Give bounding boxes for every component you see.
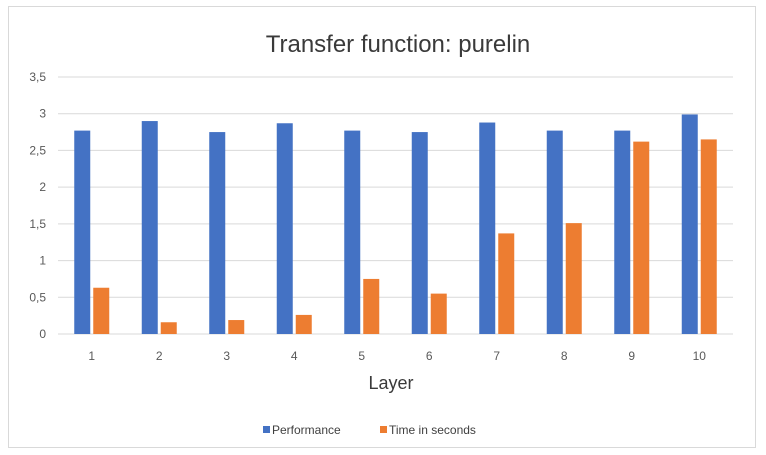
bar-time-in-seconds: [700, 139, 717, 334]
chart-title: Transfer function: purelin: [266, 31, 531, 58]
bars: [74, 114, 717, 334]
x-tick-label: 3: [223, 349, 230, 363]
bar-time-in-seconds: [565, 223, 582, 334]
legend-swatch-performance: [263, 426, 270, 433]
legend: Performance Time in seconds: [263, 423, 476, 437]
bar-performance: [209, 132, 226, 334]
chart-frame: [8, 6, 756, 448]
gridlines: [58, 76, 733, 335]
x-tick-label: 2: [156, 349, 163, 363]
y-tick-label: 1: [39, 254, 46, 268]
bar-time-in-seconds: [93, 287, 110, 334]
bar-time-in-seconds: [363, 278, 380, 334]
x-tick-label: 9: [628, 349, 635, 363]
legend-label-performance: Performance: [272, 423, 341, 437]
bar-time-in-seconds: [633, 141, 650, 334]
bar-performance: [681, 114, 698, 334]
y-tick-label: 0,5: [29, 290, 46, 304]
bar-performance: [411, 132, 428, 334]
bar-performance: [614, 130, 631, 334]
x-tick-label: 5: [358, 349, 365, 363]
bar-time-in-seconds: [498, 233, 515, 334]
x-tick-label: 7: [493, 349, 500, 363]
legend-label-time-in-seconds: Time in seconds: [389, 423, 476, 437]
y-tick-label: 3,5: [29, 70, 46, 84]
y-tick-label: 0: [39, 327, 46, 341]
x-axis-label: Layer: [368, 373, 413, 393]
x-tick-label: 10: [693, 349, 707, 363]
y-tick-label: 1,5: [29, 217, 46, 231]
bar-performance: [74, 130, 91, 334]
bar-performance: [479, 122, 496, 334]
y-tick-label: 2,5: [29, 143, 46, 157]
bar-performance: [344, 130, 361, 334]
bar-time-in-seconds: [295, 314, 312, 334]
bar-performance: [141, 121, 158, 334]
bar-time-in-seconds: [160, 322, 177, 334]
y-tick-label: 3: [39, 107, 46, 121]
bar-time-in-seconds: [228, 320, 245, 334]
bar-performance: [276, 123, 293, 334]
x-axis-ticks: 1 2 3 4 5 6 7 8 9 10: [88, 349, 706, 363]
legend-swatch-time-in-seconds: [380, 426, 387, 433]
y-tick-label: 2: [39, 180, 46, 194]
y-axis-ticks: 0 0,5 1 1,5 2 2,5 3 3,5: [29, 70, 46, 341]
x-tick-label: 8: [561, 349, 568, 363]
bar-time-in-seconds: [430, 293, 447, 334]
bar-performance: [546, 130, 563, 334]
x-tick-label: 1: [88, 349, 95, 363]
x-tick-label: 6: [426, 349, 433, 363]
x-tick-label: 4: [291, 349, 298, 363]
